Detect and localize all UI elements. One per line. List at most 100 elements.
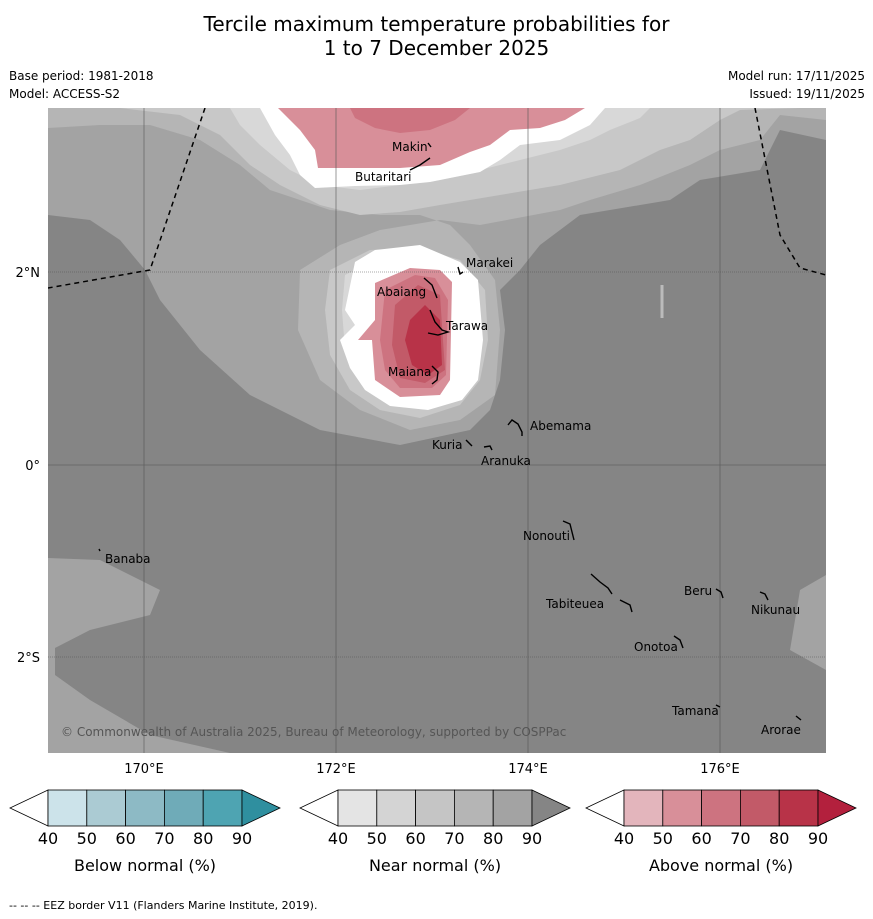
below-normal-tick: 70 — [154, 829, 174, 848]
above-normal-tick: 50 — [653, 829, 673, 848]
island-nikunau — [759, 591, 769, 601]
island-tabiteuea-north — [590, 573, 613, 595]
island-butaritari — [409, 157, 431, 171]
lat-label-2n: 2°N — [16, 266, 41, 281]
above-normal-50-60-north — [278, 108, 585, 168]
below-normal-tick: 90 — [232, 829, 252, 848]
near-normal-segment — [453, 789, 494, 827]
near-normal-label: Near normal (%) — [369, 856, 501, 875]
near-normal-segment — [415, 789, 455, 827]
label-tarawa: Tarawa — [445, 319, 488, 333]
latitude-labels: 2°N 0° 2°S — [16, 266, 41, 666]
lon-label-170e: 170°E — [124, 762, 164, 777]
label-nikunau: Nikunau — [751, 603, 800, 617]
above-normal-segment — [701, 789, 741, 827]
island-tabiteuea-south — [619, 599, 633, 613]
label-makin: Makin — [392, 140, 428, 154]
island-makin — [427, 142, 432, 148]
lat-label-0: 0° — [25, 459, 40, 474]
meta-right: Model run: 17/11/2025 Issued: 19/11/2025 — [728, 67, 865, 103]
colorbars: 40 50 60 70 80 90 Below normal (%) 40 50 60 70 80 90… — [9, 789, 857, 875]
place-labels: Makin Butaritari Marakei Abaiang Tarawa … — [105, 140, 801, 737]
above-normal-tick: 80 — [769, 829, 789, 848]
above-normal-extend-high — [817, 789, 857, 827]
label-aranuka: Aranuka — [481, 454, 531, 468]
copyright-notice: © Commonwealth of Australia 2025, Bureau… — [61, 725, 566, 739]
island-nonouti — [562, 520, 575, 541]
near-normal-segment — [376, 789, 416, 827]
below-normal-segment — [86, 789, 127, 827]
label-beru: Beru — [684, 584, 712, 598]
below-normal-extend-low — [9, 789, 49, 827]
above-normal-segment — [778, 789, 819, 827]
label-onotoa: Onotoa — [634, 640, 678, 654]
island-tamana — [715, 704, 721, 708]
near-normal-tick: 60 — [405, 829, 425, 848]
base-period: Base period: 1981-2018 — [9, 69, 154, 83]
above-normal-tick: 40 — [614, 829, 634, 848]
near-normal-colorbar: 40 50 60 70 80 90 Near normal (%) — [299, 789, 571, 875]
near-normal-tick: 70 — [444, 829, 464, 848]
below-normal-segment — [125, 789, 165, 827]
lon-label-172e: 172°E — [316, 762, 356, 777]
above-normal-segment — [662, 789, 702, 827]
island-maiana — [431, 365, 439, 385]
above-normal-tick: 70 — [730, 829, 750, 848]
above-normal-tick: 60 — [691, 829, 711, 848]
near-normal-segment — [337, 789, 378, 827]
graticule — [48, 108, 826, 753]
eez-east — [754, 108, 826, 276]
title-line-2: 1 to 7 December 2025 — [323, 36, 550, 60]
label-tamana: Tamana — [671, 704, 719, 718]
below-normal-segment — [163, 789, 204, 827]
model-name: Model: ACCESS-S2 — [9, 87, 121, 101]
lon-label-176e: 176°E — [700, 762, 740, 777]
eez-west — [48, 108, 206, 289]
below-normal-colorbar: 40 50 60 70 80 90 Below normal (%) — [9, 789, 281, 875]
title-line-1: Tercile maximum temperature probabilitie… — [203, 12, 670, 36]
above-normal-label: Above normal (%) — [649, 856, 793, 875]
island-aranuka — [483, 445, 493, 451]
below-normal-extend-high — [241, 789, 281, 827]
above-normal-tick: 90 — [808, 829, 828, 848]
below-normal-tick: 40 — [38, 829, 58, 848]
below-normal-label: Below normal (%) — [74, 856, 216, 875]
label-tabiteuea: Tabiteuea — [545, 597, 604, 611]
label-kuria: Kuria — [432, 438, 463, 452]
label-butaritari: Butaritari — [355, 170, 412, 184]
island-abaiang — [423, 277, 438, 299]
island-banaba — [98, 548, 101, 552]
lon-label-174e: 174°E — [508, 762, 548, 777]
below-normal-tick: 50 — [77, 829, 97, 848]
island-arorae — [795, 715, 802, 721]
map-title: Tercile maximum temperature probabilitie… — [0, 12, 873, 60]
label-maiana: Maiana — [388, 365, 431, 379]
near-normal-tick: 40 — [328, 829, 348, 848]
near-normal-tick: 90 — [522, 829, 542, 848]
above-normal-60-70-north — [350, 108, 470, 133]
near-normal-extend-low — [299, 789, 339, 827]
above-normal-segment — [740, 789, 780, 827]
label-nonouti: Nonouti — [523, 529, 570, 543]
near-normal-tick: 80 — [483, 829, 503, 848]
island-kuria — [465, 439, 473, 447]
label-banaba: Banaba — [105, 552, 151, 566]
island-abemama — [507, 419, 523, 436]
above-normal-colorbar: 40 50 60 70 80 90 Above normal (%) — [585, 789, 857, 875]
below-normal-segment — [202, 789, 243, 827]
island-marakei — [457, 266, 464, 276]
eez-border — [48, 108, 826, 289]
above-normal-80-90-central — [405, 305, 442, 375]
islands — [98, 142, 802, 721]
near-normal-60-70-se — [790, 575, 826, 670]
probability-field: Makin Butaritari Marakei Abaiang Tarawa … — [48, 108, 826, 753]
island-beru — [715, 588, 724, 599]
near-normal-60-70-sw — [48, 558, 230, 753]
longitude-labels: 170°E 172°E 174°E 176°E — [124, 762, 740, 777]
eez-legend-note: -- -- -- EEZ border V11 (Flanders Marine… — [9, 899, 318, 912]
above-normal-segment — [623, 789, 664, 827]
below-normal-tick: 60 — [115, 829, 135, 848]
label-abemama: Abemama — [530, 419, 591, 433]
island-tarawa — [427, 309, 451, 336]
